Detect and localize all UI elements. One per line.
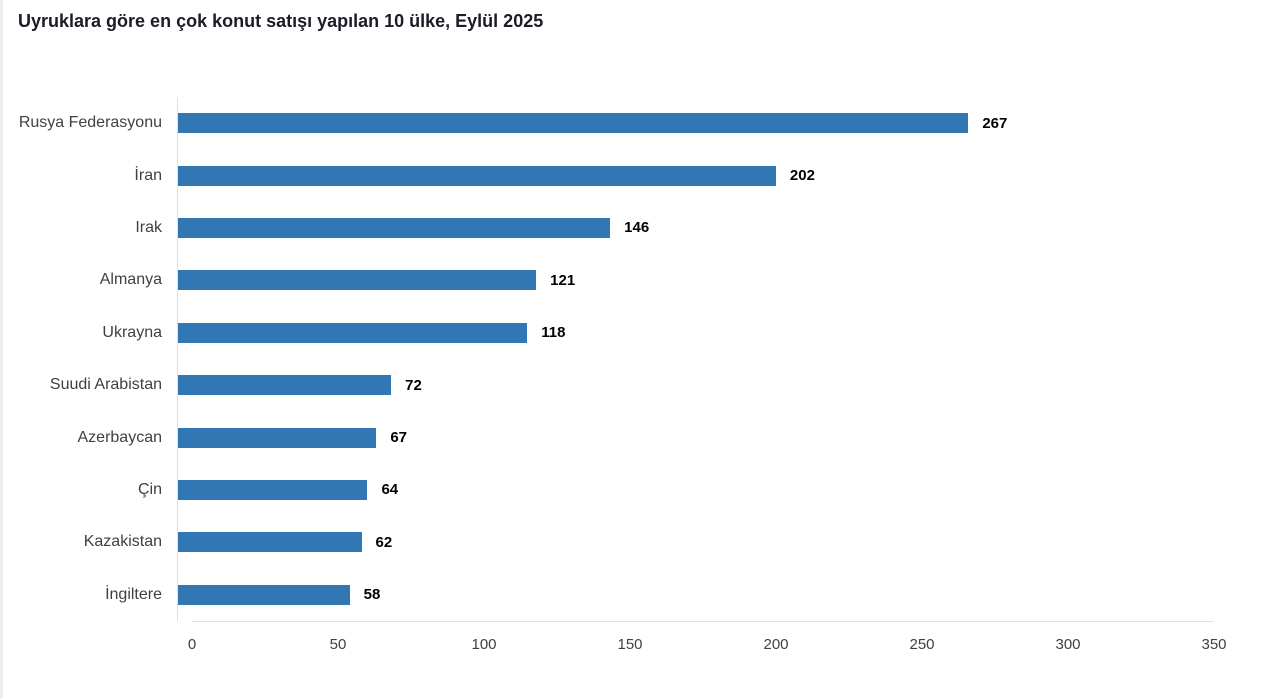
bar-row: Irak 146	[0, 201, 1214, 255]
bar-row: Almanya 121	[0, 254, 1214, 307]
bar	[178, 322, 528, 343]
bar-rows: Rusya Federasyonu 267 İran 202 Irak 146 Almany…	[0, 97, 1214, 621]
value-label: 62	[375, 533, 393, 551]
bar-row: Azerbaycan 67	[0, 411, 1214, 464]
x-tick-label: 0	[187, 635, 197, 653]
category-label: Suudi Arabistan	[49, 376, 162, 394]
row-plot-area: 64	[177, 463, 1214, 517]
value-label: 146	[624, 219, 650, 237]
row-plot-area: 146	[177, 201, 1214, 255]
row-plot-area: 72	[177, 358, 1214, 412]
category-label: Almanya	[99, 271, 162, 289]
row-plot-area: 62	[177, 516, 1214, 569]
row-plot-area: 121	[177, 254, 1214, 307]
bar	[178, 270, 537, 291]
bar-row: Rusya Federasyonu 267	[0, 97, 1214, 150]
value-label: 72	[405, 376, 422, 394]
x-tick-label: 250	[909, 635, 935, 653]
category-label: İran	[134, 166, 162, 184]
value-label: 121	[550, 271, 576, 289]
value-label: 64	[381, 481, 399, 499]
row-plot-area: 67	[177, 411, 1214, 464]
x-tick-label: 300	[1055, 635, 1081, 653]
category-label: Çin	[137, 480, 162, 498]
category-label: Rusya Federasyonu	[18, 114, 162, 132]
bar	[178, 427, 377, 448]
bar	[178, 113, 969, 134]
bar-row: Ukrayna 118	[0, 306, 1214, 359]
bar	[178, 375, 392, 396]
category-label: Irak	[135, 218, 162, 236]
category-label: Ukrayna	[102, 323, 162, 341]
row-plot-area: 58	[177, 568, 1214, 621]
value-label: 202	[789, 167, 815, 185]
bar-row: İran 202	[0, 149, 1214, 202]
bar	[178, 532, 362, 553]
row-plot-area: 202	[177, 149, 1214, 202]
row-plot-area: 118	[177, 306, 1214, 359]
x-axis: 0 50 100 150 200 250 300 350	[188, 620, 1227, 669]
window-edge-strip	[0, 0, 3, 698]
bar	[178, 584, 350, 605]
value-label: 67	[390, 429, 407, 447]
bar-chart: Rusya Federasyonu 267 İran 202 Irak 146 Almany…	[0, 97, 1227, 669]
bar-row: Çin 64	[0, 463, 1214, 517]
bar-row: Suudi Arabistan 72	[0, 358, 1214, 412]
row-plot-area: 267	[177, 97, 1214, 150]
chart-title: Uyruklara göre en çok konut satışı yapıl…	[18, 11, 544, 31]
x-tick-label: 50	[329, 635, 347, 653]
x-tick-label: 350	[1201, 635, 1227, 653]
x-tick-label: 150	[617, 635, 643, 653]
bar-row: İngiltere 58	[0, 568, 1214, 621]
x-tick-label: 100	[471, 635, 497, 653]
value-label: 267	[982, 114, 1008, 132]
bar-row: Kazakistan 62	[0, 516, 1214, 569]
category-label: İngiltere	[105, 585, 162, 603]
bar	[178, 217, 611, 238]
bar	[178, 479, 368, 500]
value-label: 58	[363, 586, 381, 604]
x-tick-label: 200	[763, 635, 789, 653]
value-label: 118	[541, 324, 566, 342]
category-label: Kazakistan	[83, 533, 162, 551]
bar	[178, 165, 776, 186]
category-label: Azerbaycan	[77, 428, 163, 446]
